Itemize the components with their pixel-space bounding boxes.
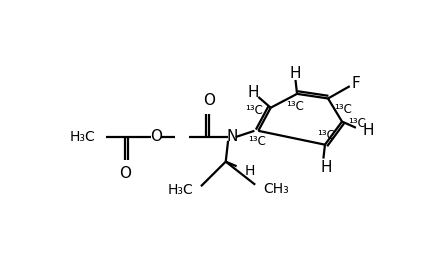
Text: H: H [248,85,259,100]
Text: O: O [150,130,162,144]
Text: F: F [351,76,360,91]
Text: ¹³C: ¹³C [248,135,266,148]
Text: H: H [362,123,374,138]
Text: ¹³C: ¹³C [245,104,263,117]
Text: O: O [119,166,131,181]
Text: ¹³C: ¹³C [348,117,366,130]
Text: H₃C: H₃C [70,130,95,144]
Text: CH₃: CH₃ [263,182,289,196]
Text: H: H [244,164,255,178]
Text: N: N [226,130,238,144]
Text: H: H [290,66,301,81]
Text: ¹³C: ¹³C [334,103,352,116]
Text: H: H [321,160,332,175]
Text: ¹³C: ¹³C [317,129,335,142]
Text: ¹³C: ¹³C [286,100,305,113]
Text: H₃C: H₃C [168,183,193,197]
Text: O: O [203,93,215,108]
